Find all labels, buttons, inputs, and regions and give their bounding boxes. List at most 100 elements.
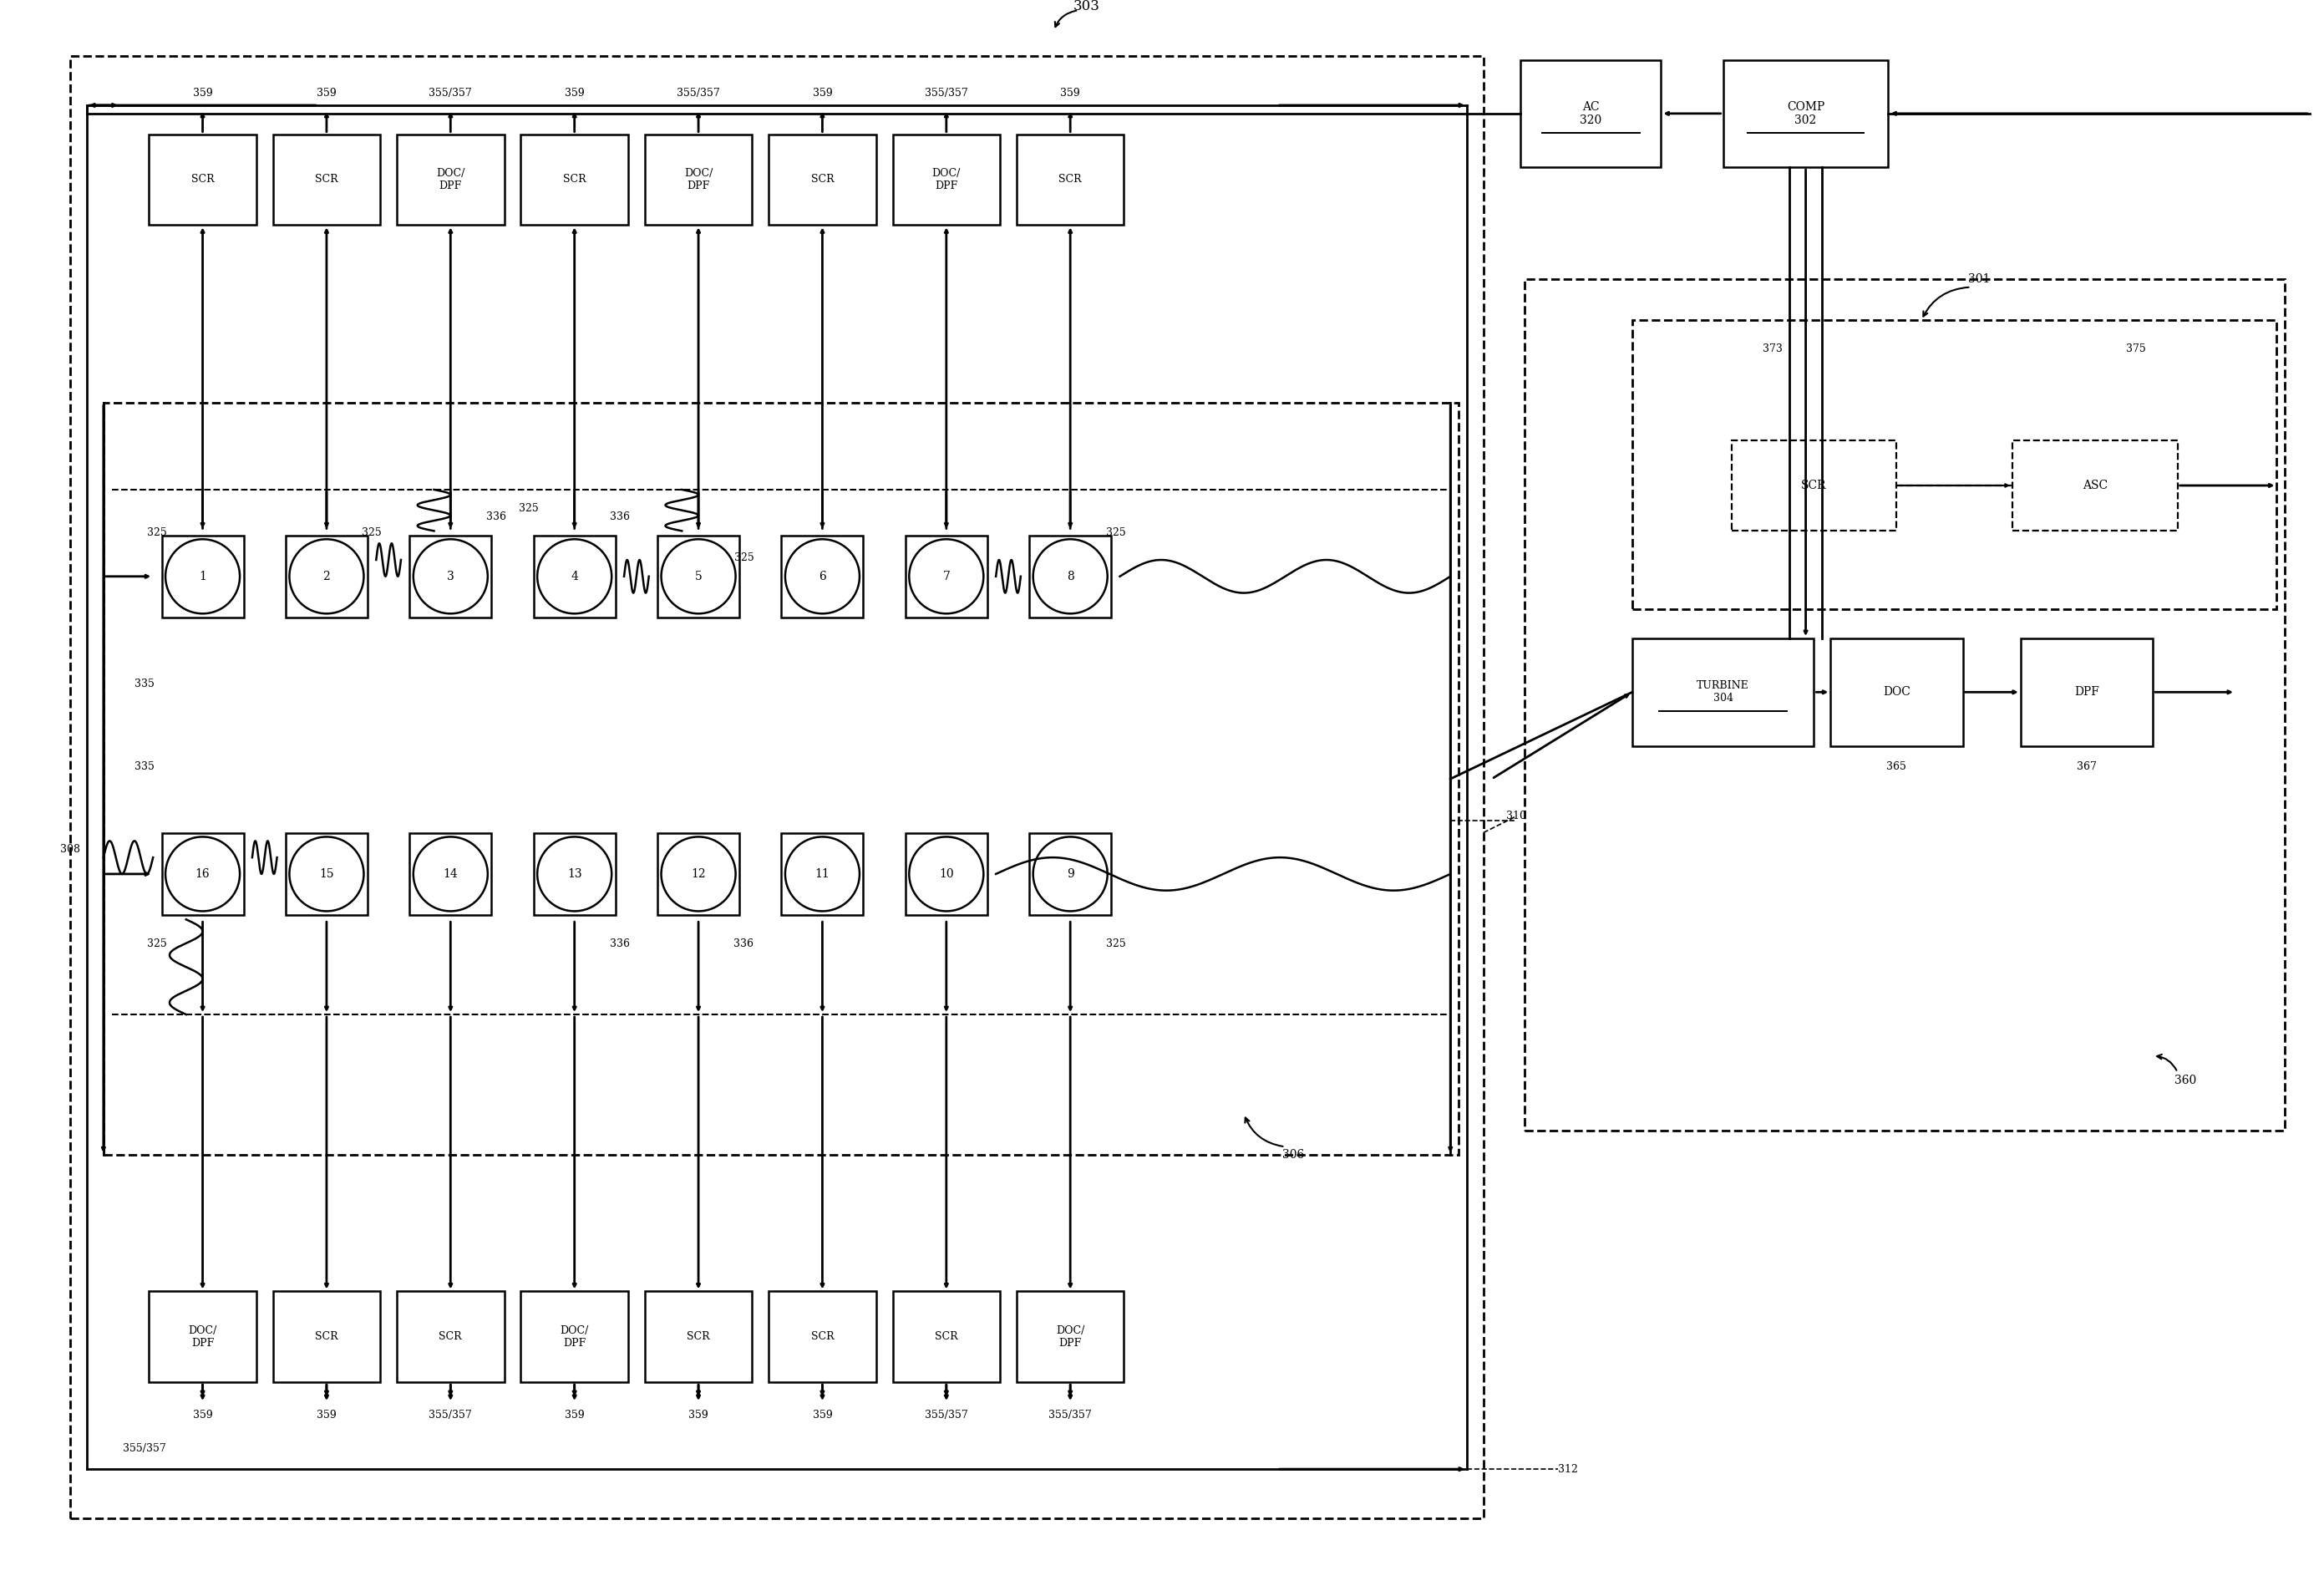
- Text: 359: 359: [1060, 87, 1081, 98]
- Bar: [769, 1291, 876, 1383]
- Text: 325: 325: [363, 528, 381, 538]
- Text: SCR: SCR: [688, 1331, 709, 1342]
- Text: 359: 359: [193, 87, 211, 98]
- Bar: [1831, 639, 1964, 745]
- Text: 336: 336: [734, 939, 753, 950]
- Bar: [1016, 1291, 1125, 1383]
- Text: 359: 359: [565, 87, 583, 98]
- Text: 325: 325: [146, 528, 167, 538]
- Text: SCR: SCR: [191, 174, 214, 186]
- Bar: [644, 135, 753, 225]
- Text: 336: 336: [609, 939, 630, 950]
- Text: SCR: SCR: [562, 174, 586, 186]
- Bar: [149, 1291, 256, 1383]
- Bar: [1016, 135, 1125, 225]
- Bar: [1631, 639, 1815, 745]
- Bar: [1731, 439, 1896, 531]
- Bar: [1030, 833, 1111, 915]
- Bar: [535, 833, 616, 915]
- Text: 336: 336: [609, 511, 630, 522]
- Text: 355/357: 355/357: [925, 1410, 967, 1421]
- Bar: [105, 403, 1459, 1155]
- Text: 308: 308: [60, 844, 81, 855]
- Text: 360: 360: [2175, 1075, 2196, 1086]
- Text: 365: 365: [1887, 761, 1906, 772]
- Bar: [1030, 536, 1111, 617]
- Text: DPF: DPF: [2075, 687, 2099, 698]
- Text: SCR: SCR: [934, 1331, 957, 1342]
- Text: 335: 335: [135, 761, 156, 772]
- Text: SCR: SCR: [1801, 479, 1827, 492]
- Text: 335: 335: [135, 679, 156, 690]
- Text: TURBINE
304: TURBINE 304: [1697, 680, 1750, 704]
- Bar: [658, 833, 739, 915]
- Bar: [70, 56, 1483, 1519]
- Text: SCR: SCR: [811, 174, 834, 186]
- Bar: [2013, 439, 2178, 531]
- Text: 325: 325: [518, 503, 539, 514]
- Text: 15: 15: [318, 868, 335, 880]
- Text: 3: 3: [446, 571, 453, 582]
- Text: 325: 325: [734, 552, 753, 563]
- Bar: [397, 135, 504, 225]
- Text: 367: 367: [2078, 761, 2096, 772]
- Text: 301: 301: [1968, 273, 1989, 285]
- Text: 10: 10: [939, 868, 953, 880]
- Text: 14: 14: [444, 868, 458, 880]
- Text: ASC: ASC: [2082, 479, 2108, 492]
- Bar: [644, 1291, 753, 1383]
- Bar: [1525, 279, 2284, 1131]
- Text: 325: 325: [1106, 528, 1125, 538]
- Bar: [1722, 60, 1889, 167]
- Text: 13: 13: [567, 868, 581, 880]
- Text: 6: 6: [818, 571, 825, 582]
- Text: DOC/
DPF: DOC/ DPF: [437, 168, 465, 192]
- Text: 355/357: 355/357: [1048, 1410, 1092, 1421]
- Text: 7: 7: [944, 571, 951, 582]
- Text: SCR: SCR: [1060, 174, 1081, 186]
- Bar: [409, 536, 490, 617]
- Text: 2: 2: [323, 571, 330, 582]
- Bar: [272, 1291, 381, 1383]
- Text: 303: 303: [1074, 0, 1099, 13]
- Bar: [286, 833, 367, 915]
- Text: 5: 5: [695, 571, 702, 582]
- Bar: [906, 833, 988, 915]
- Bar: [535, 536, 616, 617]
- Text: 9: 9: [1067, 868, 1074, 880]
- Text: DOC/
DPF: DOC/ DPF: [683, 168, 713, 192]
- Bar: [397, 1291, 504, 1383]
- Text: 16: 16: [195, 868, 209, 880]
- Bar: [521, 135, 627, 225]
- Text: 355/357: 355/357: [676, 87, 720, 98]
- Text: 312: 312: [1557, 1464, 1578, 1475]
- Text: 355/357: 355/357: [123, 1443, 167, 1454]
- Bar: [781, 536, 862, 617]
- Bar: [163, 536, 244, 617]
- Text: 359: 359: [316, 1410, 337, 1421]
- Text: 11: 11: [816, 868, 830, 880]
- Bar: [906, 536, 988, 617]
- Bar: [272, 135, 381, 225]
- Text: 1: 1: [200, 571, 207, 582]
- Text: 4: 4: [572, 571, 579, 582]
- Bar: [149, 135, 256, 225]
- Text: 359: 359: [193, 1410, 211, 1421]
- Text: SCR: SCR: [811, 1331, 834, 1342]
- Text: DOC/
DPF: DOC/ DPF: [932, 168, 960, 192]
- Text: 8: 8: [1067, 571, 1074, 582]
- Text: 325: 325: [146, 939, 167, 950]
- Bar: [2020, 639, 2152, 745]
- Text: 306: 306: [1283, 1150, 1304, 1161]
- Text: 359: 359: [813, 87, 832, 98]
- Text: 355/357: 355/357: [925, 87, 967, 98]
- Bar: [781, 833, 862, 915]
- Text: AC
320: AC 320: [1580, 102, 1601, 127]
- Bar: [658, 536, 739, 617]
- Bar: [892, 1291, 999, 1383]
- Text: 336: 336: [486, 511, 507, 522]
- Text: 310: 310: [1506, 810, 1527, 822]
- Text: 373: 373: [1762, 344, 1783, 355]
- Text: SCR: SCR: [439, 1331, 462, 1342]
- Text: SCR: SCR: [316, 1331, 337, 1342]
